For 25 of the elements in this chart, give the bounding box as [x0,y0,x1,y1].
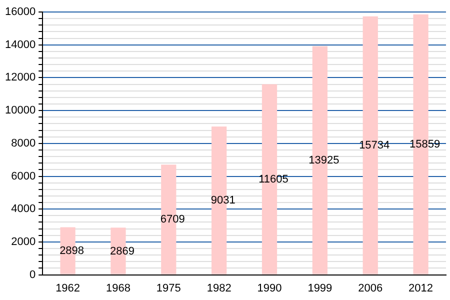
x-tick-label: 1975 [156,282,181,294]
y-tick-label: 0 [29,268,36,281]
x-tick-label: 2006 [358,282,383,294]
x-tick-label: 1968 [106,282,130,294]
y-tick-label: 16000 [4,6,36,18]
y-tick-label: 14000 [4,38,36,51]
y-tick-label: 2000 [11,236,36,248]
data-label: 2869 [110,245,134,258]
y-tick-label: 8000 [11,137,36,150]
y-tick-label: 4000 [11,203,36,216]
data-label: 11605 [258,174,288,186]
y-tick-label: 10000 [4,104,36,117]
x-tick-label: 1990 [257,282,282,294]
x-tick-label: 1982 [206,282,232,294]
data-label: 2898 [60,245,84,258]
x-tick-label: 1962 [56,282,80,294]
y-tick-label: 6000 [11,170,36,182]
data-label: 6709 [160,214,185,226]
data-label: 15859 [409,138,440,151]
x-tick-label: 2012 [408,282,434,294]
y-tick-label: 12000 [4,72,36,84]
data-label: 15734 [359,140,390,152]
data-label: 9031 [210,194,236,207]
x-tick-label: 1999 [308,282,332,294]
data-label: 13925 [308,154,340,166]
